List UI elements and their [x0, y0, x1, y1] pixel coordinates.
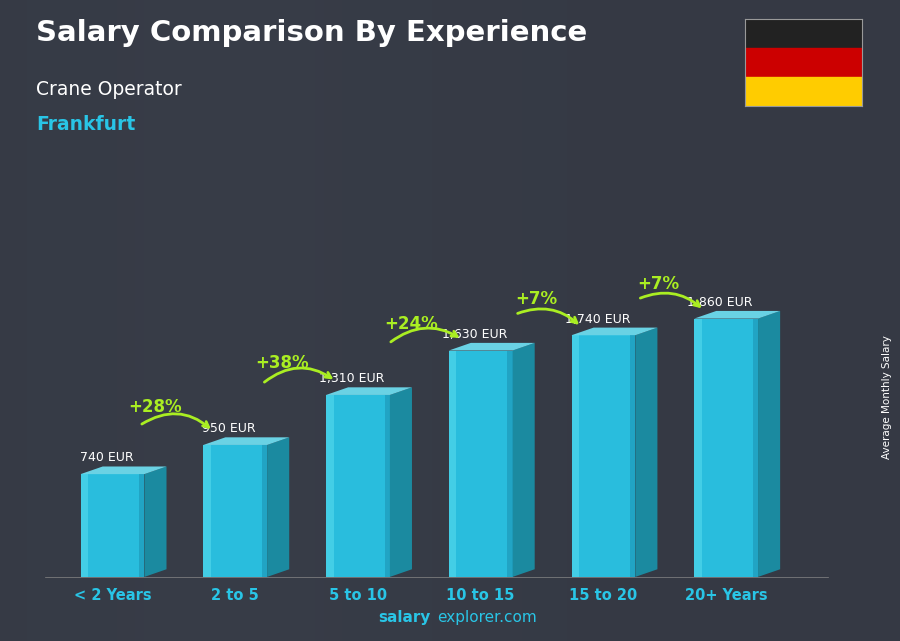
Text: +7%: +7% — [637, 275, 680, 293]
Text: Salary Comparison By Experience: Salary Comparison By Experience — [36, 19, 587, 47]
Polygon shape — [203, 445, 267, 577]
Polygon shape — [81, 467, 166, 474]
Polygon shape — [753, 319, 758, 577]
Text: +38%: +38% — [255, 354, 309, 372]
Polygon shape — [262, 445, 267, 577]
Text: +7%: +7% — [515, 290, 557, 308]
Polygon shape — [203, 445, 211, 577]
Polygon shape — [758, 311, 780, 577]
Bar — [745, 48, 862, 77]
Polygon shape — [326, 395, 334, 577]
Polygon shape — [508, 351, 513, 577]
Text: 1,740 EUR: 1,740 EUR — [564, 313, 630, 326]
Polygon shape — [140, 474, 144, 577]
Text: 1,310 EUR: 1,310 EUR — [320, 372, 384, 385]
Polygon shape — [267, 437, 289, 577]
Polygon shape — [572, 335, 635, 577]
Polygon shape — [326, 395, 390, 577]
Text: 740 EUR: 740 EUR — [79, 451, 133, 464]
Polygon shape — [635, 328, 657, 577]
Polygon shape — [326, 387, 412, 395]
Bar — [745, 19, 862, 48]
Text: 950 EUR: 950 EUR — [202, 422, 256, 435]
Polygon shape — [694, 319, 702, 577]
Polygon shape — [572, 335, 580, 577]
Polygon shape — [572, 328, 657, 335]
Bar — [745, 77, 862, 106]
Text: +24%: +24% — [384, 315, 437, 333]
Polygon shape — [390, 387, 412, 577]
Text: Average Monthly Salary: Average Monthly Salary — [881, 335, 892, 460]
Polygon shape — [203, 437, 289, 445]
Text: 1,860 EUR: 1,860 EUR — [688, 296, 752, 309]
Text: Crane Operator: Crane Operator — [36, 80, 182, 99]
Text: salary: salary — [378, 610, 430, 625]
Polygon shape — [694, 319, 758, 577]
Text: Frankfurt: Frankfurt — [36, 115, 135, 135]
Polygon shape — [81, 474, 144, 577]
Polygon shape — [513, 343, 535, 577]
Polygon shape — [81, 474, 88, 577]
Polygon shape — [144, 467, 166, 577]
Polygon shape — [449, 351, 456, 577]
Text: +28%: +28% — [129, 399, 183, 417]
Text: explorer.com: explorer.com — [437, 610, 537, 625]
Text: 1,630 EUR: 1,630 EUR — [442, 328, 508, 341]
Polygon shape — [385, 395, 390, 577]
Polygon shape — [449, 351, 513, 577]
Polygon shape — [694, 311, 780, 319]
Polygon shape — [449, 343, 535, 351]
Polygon shape — [630, 335, 635, 577]
